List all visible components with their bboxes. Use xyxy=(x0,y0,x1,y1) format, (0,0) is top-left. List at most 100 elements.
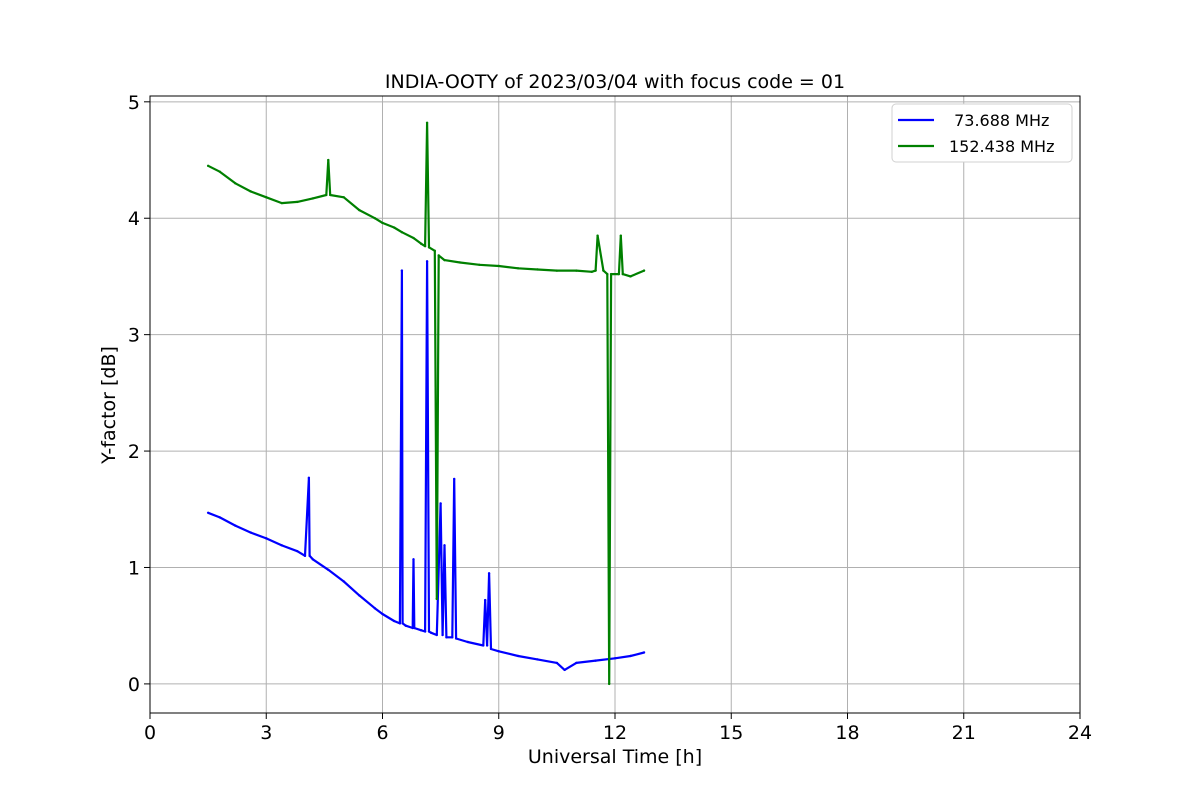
series-0-point xyxy=(454,637,458,640)
series-1-point xyxy=(373,217,376,220)
y-tick-label: 1 xyxy=(128,557,140,579)
series-0-point xyxy=(629,654,632,658)
series-1-point xyxy=(423,244,427,248)
series-1-point xyxy=(617,272,621,276)
series-0-point xyxy=(575,661,578,665)
series-1-point xyxy=(234,182,237,185)
series-1-point xyxy=(575,269,578,272)
series-1-point xyxy=(327,158,330,162)
series-1-point xyxy=(296,200,299,204)
series-1-point xyxy=(280,201,283,205)
series-1-point xyxy=(621,272,624,276)
series-1-point xyxy=(328,193,332,197)
x-tick-label: 3 xyxy=(260,722,272,744)
series-1-point xyxy=(425,121,429,124)
series-0-point xyxy=(594,659,597,662)
legend-box xyxy=(891,103,1073,163)
series-0-point xyxy=(401,622,404,625)
series-0-point xyxy=(466,640,469,644)
x-tick-label: 18 xyxy=(835,722,859,744)
legend-label-0: 73.688 MHz xyxy=(949,111,1049,130)
series-0-point xyxy=(497,650,500,653)
series-0-point xyxy=(307,476,311,480)
series-1-point xyxy=(596,234,599,237)
legend: 73.688 MHz 152.438 MHz xyxy=(891,103,1073,163)
series-1-point xyxy=(249,190,252,193)
series-0-point xyxy=(392,619,396,623)
series-0-point xyxy=(373,607,376,610)
y-axis-label: Y-factor [dB] xyxy=(98,346,120,465)
series-0-point xyxy=(441,633,444,637)
series-0-point xyxy=(303,554,307,558)
series-1-point xyxy=(619,234,623,237)
x-tick-label: 0 xyxy=(144,722,156,744)
series-1-point xyxy=(400,231,404,234)
series-1-point xyxy=(437,254,440,257)
legend-label-1: 152.438 MHz xyxy=(949,137,1054,156)
series-0-point xyxy=(427,630,431,633)
series-0-point xyxy=(439,502,442,505)
plot-series xyxy=(206,121,646,686)
series-1-point xyxy=(412,236,415,240)
series-1-point xyxy=(206,164,210,168)
series-0-point xyxy=(234,524,237,527)
y-tick-label: 3 xyxy=(128,325,140,347)
series-0-point xyxy=(400,269,404,272)
series-0-point xyxy=(536,658,539,661)
series-0-point xyxy=(280,544,283,547)
x-axis-label: Universal Time [h] xyxy=(528,746,702,768)
series-1-point xyxy=(536,268,539,271)
series-1-point xyxy=(325,193,328,197)
y-tick-label: 5 xyxy=(128,92,140,114)
series-0-point xyxy=(487,572,491,575)
series-0-point xyxy=(423,630,427,633)
series-1-point xyxy=(607,682,611,686)
series-1-point xyxy=(392,226,396,229)
series-0-point xyxy=(265,537,268,540)
series-0-point xyxy=(489,647,493,651)
series-1-point xyxy=(381,221,384,225)
series-0-point xyxy=(485,644,489,647)
series-1-point xyxy=(265,196,268,199)
series-0-point xyxy=(296,549,299,553)
series-0-point xyxy=(451,636,454,639)
series-1-point xyxy=(497,264,500,268)
plot-frame xyxy=(149,95,1081,714)
series-0-point xyxy=(311,558,314,561)
series-0-point xyxy=(516,654,520,658)
chart-title: INDIA-OOTY of 2023/03/04 with focus code… xyxy=(385,71,845,93)
y-tick-label: 4 xyxy=(128,208,140,230)
series-0-point xyxy=(435,633,438,637)
series-1-point xyxy=(609,272,613,276)
series-0-point xyxy=(429,631,433,634)
series-0-point xyxy=(563,668,566,672)
series-0-point xyxy=(218,516,221,519)
series-1-point xyxy=(602,269,605,272)
x-tick-label: 6 xyxy=(376,722,388,744)
series-0-point xyxy=(555,661,559,665)
y-tick-label: 0 xyxy=(128,674,140,696)
series-0-point xyxy=(412,558,415,561)
series-1-point xyxy=(427,246,431,249)
series-0-point xyxy=(381,612,384,616)
series-0-point xyxy=(404,624,407,627)
series-0-point xyxy=(327,568,330,572)
series-0-point xyxy=(613,657,617,660)
series-0-point xyxy=(483,598,487,602)
x-tick-label: 21 xyxy=(952,722,976,744)
series-1-point xyxy=(642,269,646,272)
series-0-point xyxy=(398,622,402,625)
series-1-point xyxy=(458,261,462,264)
series-1-point xyxy=(311,197,314,200)
series-1-point xyxy=(594,269,597,272)
series-1-point xyxy=(433,249,437,253)
x-tick-label: 9 xyxy=(493,722,505,744)
series-0-point xyxy=(482,644,485,647)
series-0-point xyxy=(420,629,423,632)
series-0-point xyxy=(443,544,446,547)
series-1-point xyxy=(435,597,438,601)
series-1-point xyxy=(590,270,593,273)
x-tick-label: 15 xyxy=(719,722,743,744)
series-1-point xyxy=(606,272,609,276)
